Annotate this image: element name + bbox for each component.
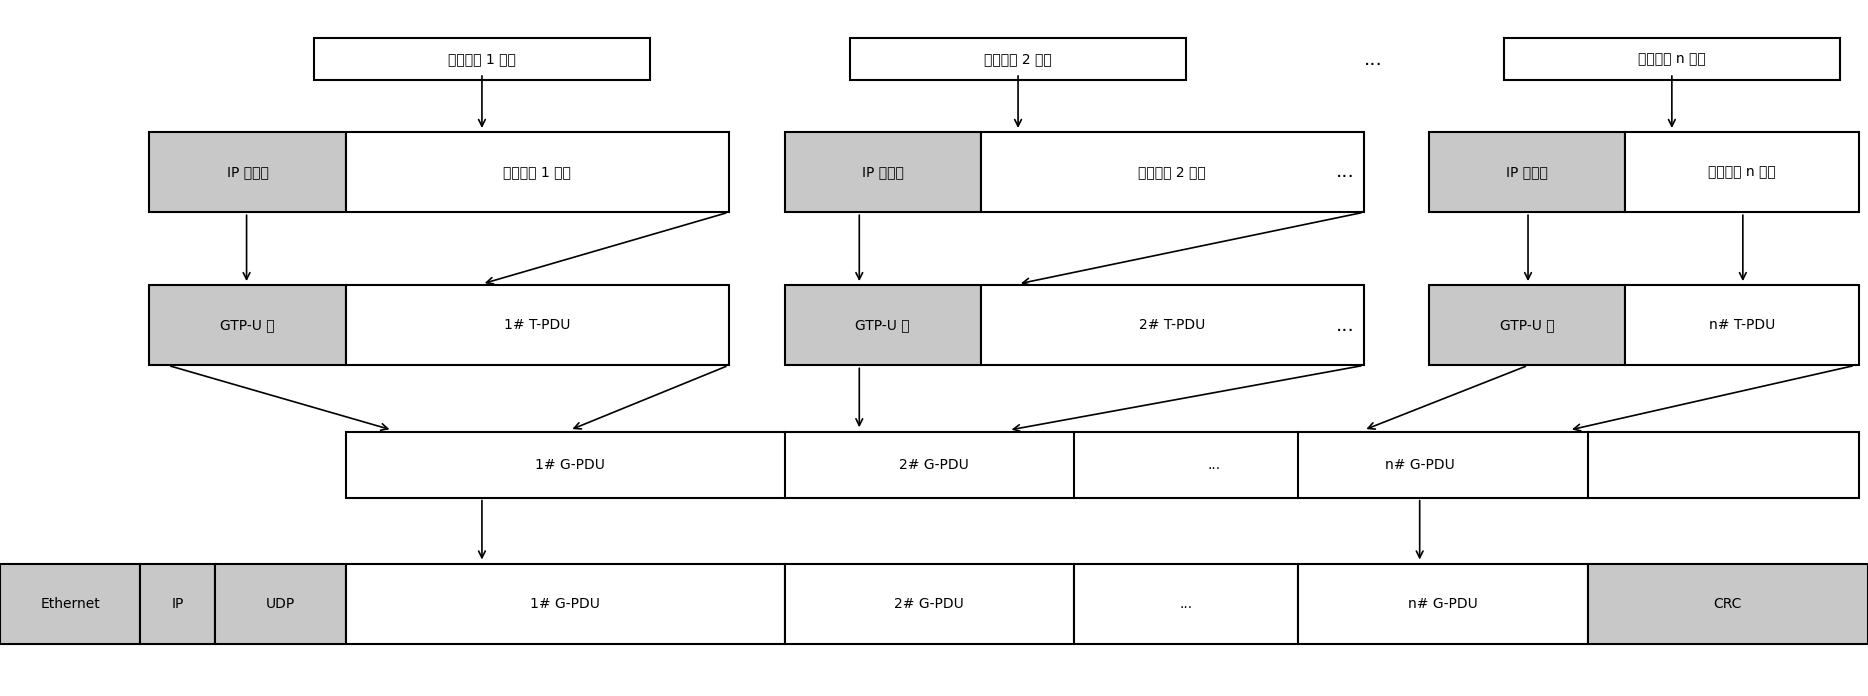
Text: n# G-PDU: n# G-PDU (1384, 457, 1455, 472)
Text: GTP-U 头: GTP-U 头 (1500, 318, 1554, 333)
Text: ...: ... (1207, 457, 1222, 472)
Bar (215, 564, 346, 644)
Text: Ethernet: Ethernet (41, 596, 99, 611)
Bar (0, 564, 140, 644)
Text: 终端用户 2 数据: 终端用户 2 数据 (1138, 165, 1207, 180)
Text: 2# T-PDU: 2# T-PDU (1139, 318, 1205, 333)
Bar (346, 285, 729, 365)
Text: 终端用户 1 数据: 终端用户 1 数据 (502, 165, 572, 180)
Bar (785, 285, 981, 365)
Bar (346, 564, 785, 644)
Bar (1504, 38, 1840, 80)
Text: 终端用户 n 数据: 终端用户 n 数据 (1638, 52, 1705, 66)
Text: IP 或其它: IP 或其它 (861, 165, 904, 180)
Text: n# T-PDU: n# T-PDU (1709, 318, 1775, 333)
Bar (346, 132, 729, 212)
Text: ...: ... (1336, 162, 1354, 182)
Text: 终端用户 2 数据: 终端用户 2 数据 (984, 52, 1052, 66)
Text: ...: ... (1364, 49, 1382, 69)
Text: 1# G-PDU: 1# G-PDU (534, 457, 605, 472)
Bar (1429, 132, 1625, 212)
Bar (149, 132, 346, 212)
Text: n# G-PDU: n# G-PDU (1408, 596, 1478, 611)
Bar (1625, 285, 1859, 365)
Bar (981, 285, 1364, 365)
Text: UDP: UDP (265, 596, 295, 611)
Bar (785, 132, 981, 212)
Bar (981, 132, 1364, 212)
Bar (1588, 564, 1868, 644)
Text: 2# G-PDU: 2# G-PDU (895, 596, 964, 611)
Text: IP 或其它: IP 或其它 (226, 165, 269, 180)
Text: IP 或其它: IP 或其它 (1506, 165, 1549, 180)
Text: GTP-U 头: GTP-U 头 (856, 318, 910, 333)
Text: CRC: CRC (1713, 596, 1743, 611)
Bar (1429, 285, 1625, 365)
Text: 1# T-PDU: 1# T-PDU (504, 318, 570, 333)
Bar (850, 38, 1186, 80)
Bar (314, 38, 650, 80)
Text: IP: IP (172, 596, 183, 611)
Bar (785, 564, 1074, 644)
Text: ...: ... (1336, 315, 1354, 335)
Text: 终端用户 n 数据: 终端用户 n 数据 (1707, 165, 1776, 180)
Bar (140, 564, 215, 644)
Bar (149, 285, 346, 365)
Text: GTP-U 头: GTP-U 头 (220, 318, 275, 333)
Text: 2# G-PDU: 2# G-PDU (899, 457, 969, 472)
Bar (346, 432, 1859, 498)
Bar (1625, 132, 1859, 212)
Text: 1# G-PDU: 1# G-PDU (531, 596, 600, 611)
Text: 终端用户 1 数据: 终端用户 1 数据 (448, 52, 516, 66)
Text: ...: ... (1179, 596, 1194, 611)
Bar (1298, 564, 1588, 644)
Bar (1074, 564, 1298, 644)
